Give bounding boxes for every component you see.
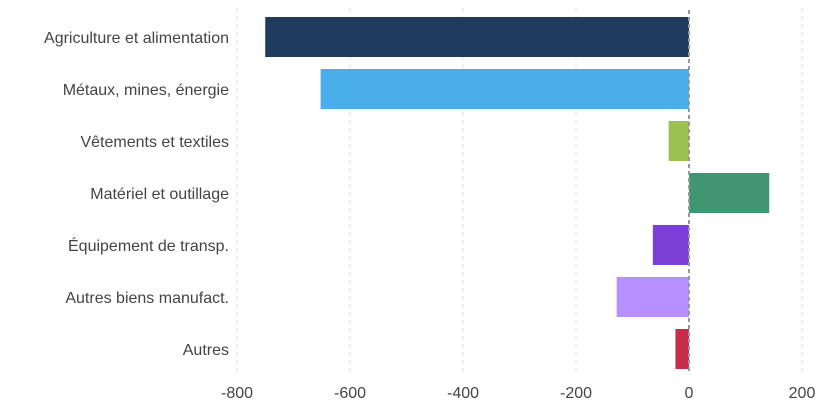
category-label: Autres	[183, 342, 229, 359]
x-tick-label: -400	[447, 385, 479, 400]
category-label: Agriculture et alimentation	[44, 30, 229, 47]
category-labels: Agriculture et alimentation Métaux, mines…	[44, 30, 229, 359]
bar-6	[616, 277, 689, 317]
bars	[265, 17, 770, 369]
bar-2	[320, 69, 689, 109]
x-tick-label: -200	[560, 385, 592, 400]
category-label: Vêtements et textiles	[80, 134, 229, 151]
bar-1	[265, 17, 689, 57]
category-label: Matériel et outillage	[90, 186, 229, 203]
x-tick-label: 200	[789, 385, 816, 400]
category-label: Équipement de transp.	[68, 236, 229, 255]
category-label: Autres biens manufact.	[65, 290, 229, 307]
x-tick-label: -600	[334, 385, 366, 400]
bar-3	[668, 121, 689, 161]
category-label: Métaux, mines, énergie	[63, 82, 229, 99]
bar-7	[675, 329, 689, 369]
x-axis-tick-labels: -800 -600 -400 -200 0 200	[221, 385, 815, 400]
bar-5	[652, 225, 689, 265]
x-tick-label: 0	[685, 385, 694, 400]
bar-4	[689, 173, 770, 213]
x-tick-label: -800	[221, 385, 253, 400]
